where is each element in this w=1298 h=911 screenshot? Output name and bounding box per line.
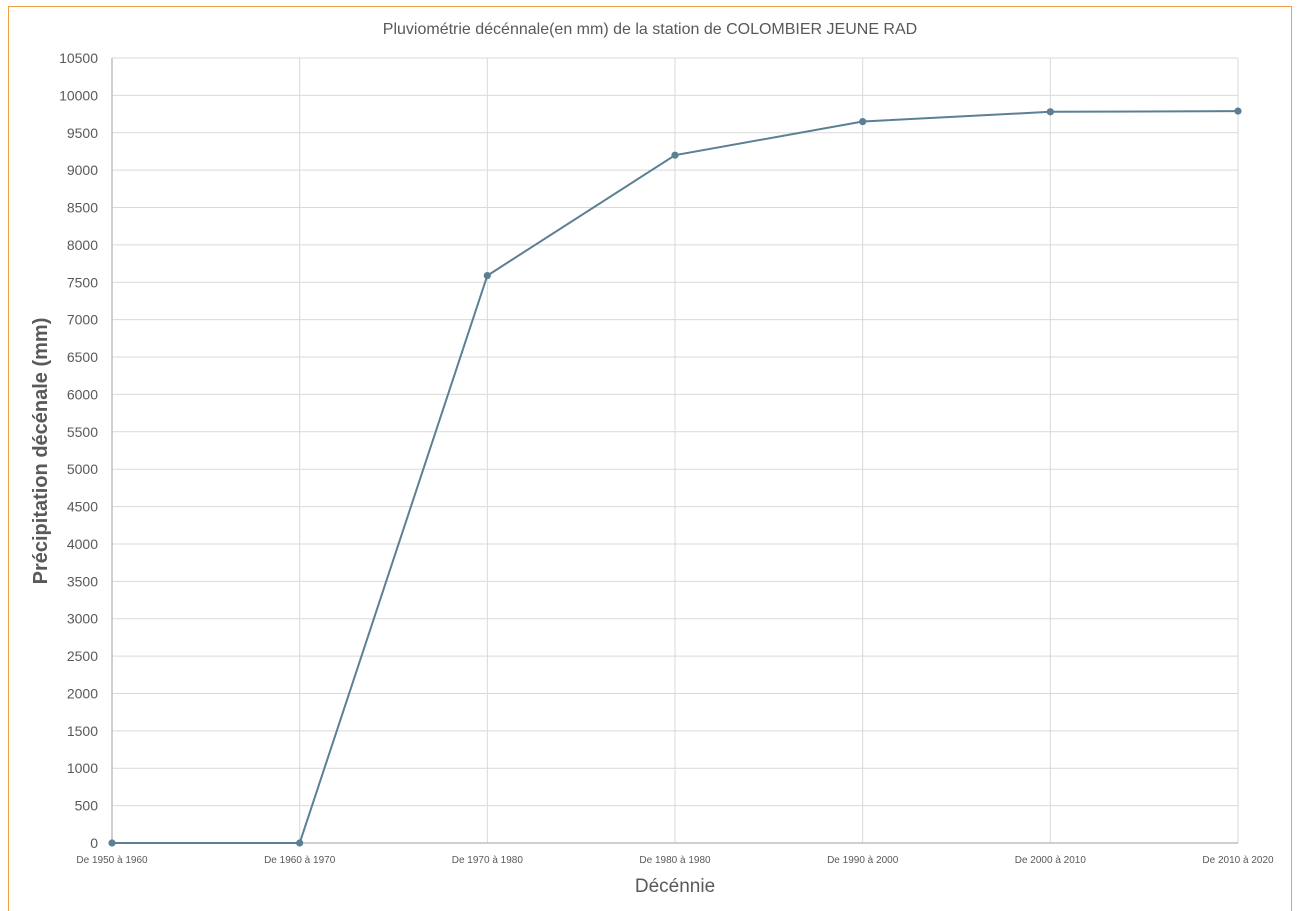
- grid-lines: [111, 57, 1239, 844]
- y-tick-label: 2500: [67, 648, 98, 664]
- series: [108, 107, 1242, 847]
- x-tick-labels: De 1950 à 1960 De 1960 à 1970 De 1970 à 19…: [76, 855, 1274, 866]
- data-point: [108, 839, 116, 847]
- y-axis-title: Précipitation décénale (mm): [30, 318, 52, 585]
- chart-title: Pluviométrie décénnale(en mm) de la stat…: [383, 21, 917, 38]
- x-tick-label: De 1990 à 2000: [827, 855, 899, 866]
- y-tick-labels: 0 500 1000 1500 2000 2500 3000 3500 4000 4500 5000…: [59, 50, 98, 851]
- x-tick-label: De 1970 à 1980: [452, 855, 524, 866]
- data-point: [1234, 107, 1242, 115]
- y-tick-label: 8000: [67, 237, 98, 253]
- y-tick-label: 5000: [67, 461, 98, 477]
- y-tick-label: 4500: [67, 499, 98, 515]
- y-tick-label: 8500: [67, 200, 98, 216]
- x-tick-label: De 1950 à 1960: [76, 855, 148, 866]
- x-tick-label: De 1980 à 1980: [639, 855, 711, 866]
- y-tick-label: 3500: [67, 573, 98, 589]
- y-tick-label: 1000: [67, 760, 98, 776]
- data-point: [859, 117, 867, 126]
- y-tick-label: 5500: [67, 424, 98, 440]
- x-axis-title: Décénnie: [635, 876, 715, 897]
- x-tick-label: De 1960 à 1970: [264, 855, 336, 866]
- y-tick-label: 4000: [67, 536, 98, 552]
- x-tick-label: De 2010 à 2020: [1202, 855, 1274, 866]
- y-tick-label: 1500: [67, 723, 98, 739]
- y-tick-label: 9500: [67, 125, 98, 141]
- y-tick-label: 0: [90, 835, 98, 851]
- data-point: [483, 271, 491, 280]
- data-point: [671, 151, 679, 159]
- y-tick-label: 7000: [67, 312, 98, 328]
- y-tick-label: 6000: [67, 386, 98, 402]
- y-tick-label: 2000: [67, 685, 98, 701]
- y-tick-label: 7500: [67, 274, 98, 290]
- data-point: [296, 839, 304, 847]
- x-tick-label: De 2000 à 2010: [1015, 855, 1087, 866]
- data-point: [1046, 108, 1054, 116]
- y-tick-label: 6500: [67, 349, 98, 365]
- y-tick-label: 10500: [59, 50, 98, 66]
- y-tick-label: 500: [75, 798, 99, 814]
- y-tick-label: 3000: [67, 611, 98, 627]
- y-tick-label: 9000: [67, 162, 98, 178]
- y-tick-label: 10000: [59, 87, 98, 103]
- chart-frame: [8, 6, 1292, 911]
